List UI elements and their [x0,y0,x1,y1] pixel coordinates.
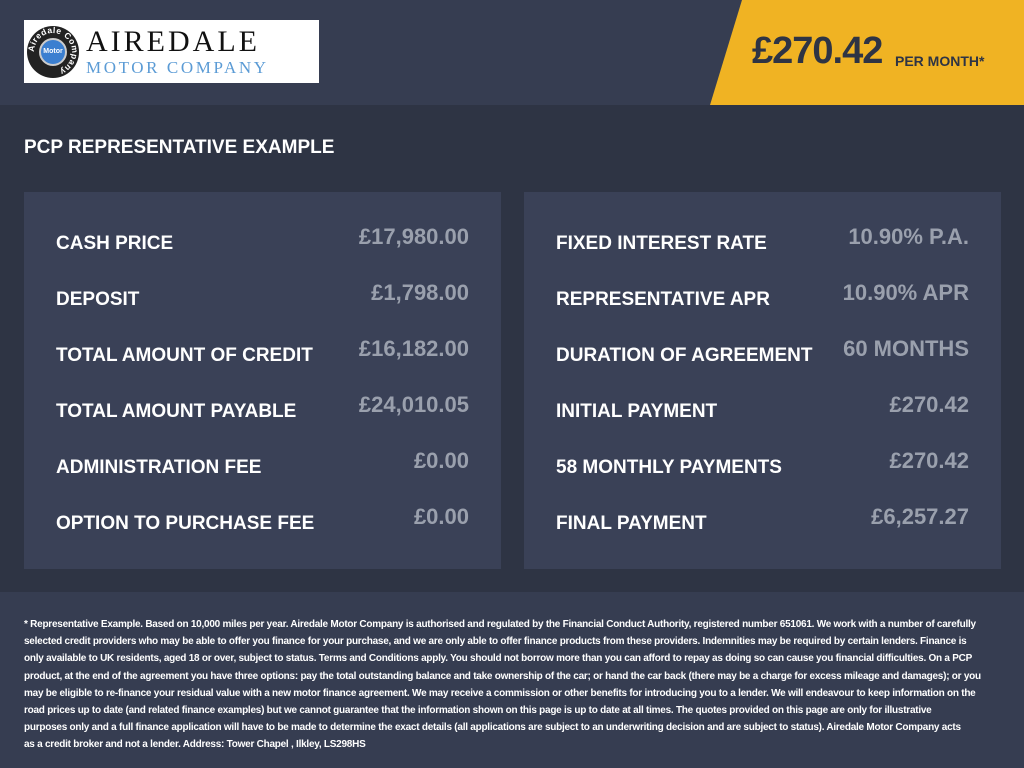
finance-value: £270.42 [889,448,969,473]
finance-value: 10.90% APR [842,280,969,305]
page-title: PCP REPRESENTATIVE EXAMPLE [24,137,335,158]
finance-label: 58 MONTHLY PAYMENTS [556,457,782,478]
per-month-label: PER MONTH* [895,53,985,69]
logo-subtitle: MOTOR COMPANY [86,58,269,77]
finance-value: £1,798.00 [371,280,469,305]
finance-label: INITIAL PAYMENT [556,401,718,422]
finance-label: FIXED INTEREST RATE [556,233,767,254]
finance-row: OPTION TO PURCHASE FEE £0.00 [56,504,469,560]
right-finance-panel: FIXED INTEREST RATE 10.90% P.A. REPRESENTA… [524,192,1001,569]
finance-label: CASH PRICE [56,233,174,254]
finance-value: £16,182.00 [358,336,469,361]
finance-row: 58 MONTHLY PAYMENTS £270.42 [556,448,969,504]
finance-value: £0.00 [413,448,469,473]
finance-row: DEPOSIT £1,798.00 [56,280,469,336]
finance-label: DURATION OF AGREEMENT [556,345,813,366]
monthly-price-banner [710,0,1024,105]
logo-title: AIREDALE [86,25,260,58]
finance-value: £270.42 [889,392,969,417]
company-logo[interactable]: Airedale Company Motor AIREDALE MOTOR CO… [24,20,319,83]
finance-value: 10.90% P.A. [848,224,969,249]
finance-row: CASH PRICE £17,980.00 [56,224,469,280]
header: Airedale Company Motor AIREDALE MOTOR CO… [0,0,1024,105]
finance-value: £6,257.27 [871,504,969,529]
finance-value: 60 MONTHS [843,336,969,361]
finance-row: TOTAL AMOUNT OF CREDIT £16,182.00 [56,336,469,392]
logo-badge-text: Motor [39,37,67,66]
disclaimer-line: selected credit providers who may be abl… [24,636,967,648]
finance-value: £0.00 [413,504,469,529]
finance-value: £17,980.00 [358,224,469,249]
finance-row: FINAL PAYMENT £6,257.27 [556,504,969,560]
finance-label: ADMINISTRATION FEE [56,457,262,478]
logo-badge-icon: Airedale Company Motor [26,25,80,79]
disclaimer: * Representative Example. Based on 10,00… [0,592,1024,768]
finance-row: FIXED INTEREST RATE 10.90% P.A. [556,224,969,280]
finance-label: FINAL PAYMENT [556,513,707,534]
finance-row: TOTAL AMOUNT PAYABLE £24,010.05 [56,392,469,448]
left-finance-panel: CASH PRICE £17,980.00 DEPOSIT £1,798.00 TOTA… [24,192,501,569]
disclaimer-line: only available to UK residents, aged 18 … [24,653,973,665]
finance-label: TOTAL AMOUNT OF CREDIT [56,345,313,366]
finance-row: ADMINISTRATION FEE £0.00 [56,448,469,504]
finance-label: OPTION TO PURCHASE FEE [56,513,315,534]
finance-label: TOTAL AMOUNT PAYABLE [56,401,297,422]
monthly-price: £270.42 [752,30,883,72]
disclaimer-line: * Representative Example. Based on 10,00… [24,619,976,630]
disclaimer-line: as a credit broker and not a lender. Add… [24,739,366,751]
finance-label: REPRESENTATIVE APR [556,289,770,310]
disclaimer-line: road prices up to date (and related fina… [24,705,932,717]
finance-row: DURATION OF AGREEMENT 60 MONTHS [556,336,969,392]
finance-value: £24,010.05 [358,392,469,417]
disclaimer-line: product, at the end of the agreement you… [24,670,981,682]
disclaimer-line: purposes only and a full finance applica… [24,722,961,734]
finance-row: REPRESENTATIVE APR 10.90% APR [556,280,969,336]
finance-row: INITIAL PAYMENT £270.42 [556,392,969,448]
disclaimer-line: may be eligible to re-finance your resid… [24,687,976,699]
finance-label: DEPOSIT [56,289,140,310]
